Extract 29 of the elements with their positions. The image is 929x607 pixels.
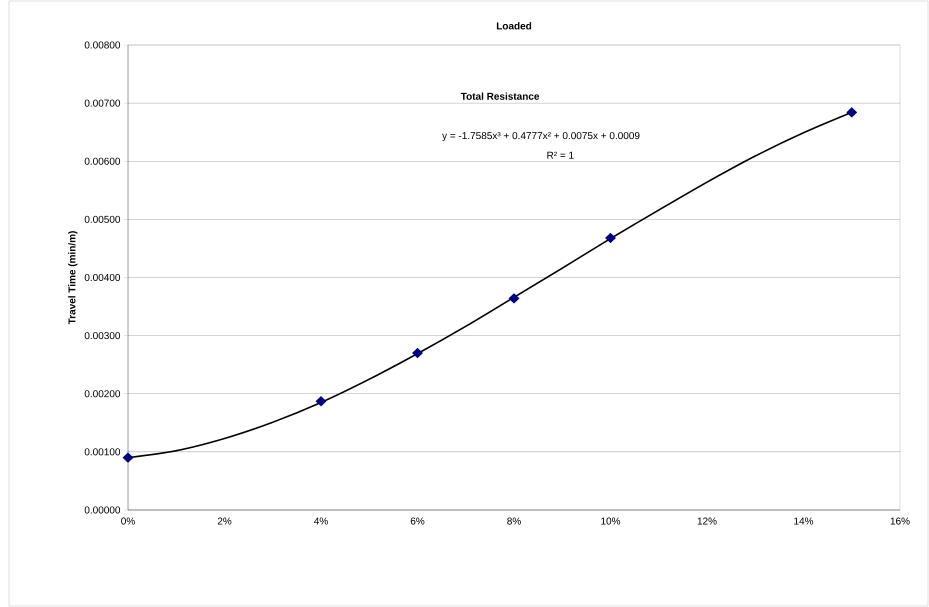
point [846,107,858,118]
x-tick-label: 12% [698,518,717,525]
point [316,396,326,406]
point [412,348,423,358]
y-tick-label: 0.00100 [84,448,120,456]
point [122,452,134,463]
annotation: y = -1.7585x³ + 0.4777x² + 0.0075x + 0.0009 [442,132,640,142]
y-tick-label: 0.00600 [84,158,120,165]
y-tick-label: 0.00400 [84,274,120,282]
x-tick-label: 8% [507,518,521,525]
x-tick-label: 2% [218,518,232,525]
y-axis-title: Travel Time (min/m) [68,231,78,324]
x-tick-label: 16% [890,518,910,525]
x-tick-label: 6% [410,518,424,525]
point [605,232,616,244]
y-tick-label: 0.00300 [84,332,120,340]
x-tick-label: 4% [314,518,328,525]
y-tick-label: 0.00500 [84,216,120,223]
y-tick-label: 0.00800 [84,41,120,49]
y-tick-label: 0.00000 [84,506,120,514]
x-tick-label: 0% [121,518,135,525]
point [508,293,520,304]
y-tick-label: 0.00700 [84,100,120,107]
annotation: Total Resistance [460,92,540,100]
x-tick-label: 10% [601,518,620,525]
chart-title: Loaded [496,22,532,30]
annotation: R² = 1 [547,152,574,159]
x-tick-label: 14% [794,518,814,525]
y-tick-label: 0.00200 [84,390,120,398]
